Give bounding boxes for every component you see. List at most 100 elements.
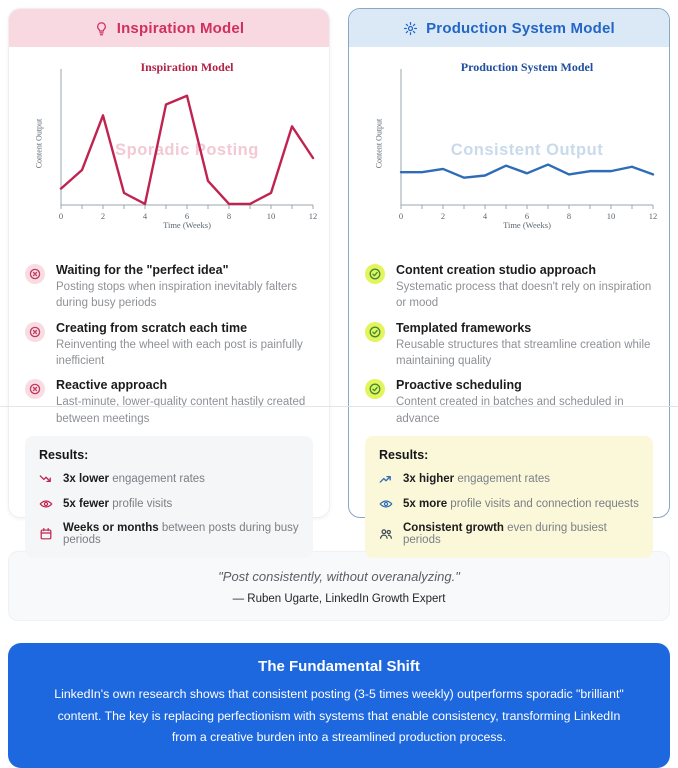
circle-check-icon [365, 264, 385, 284]
chart-watermark: Consistent Output [450, 141, 604, 159]
result-item: Weeks or months between posts during bus… [39, 522, 299, 546]
eye-icon [39, 497, 54, 512]
svg-text:10: 10 [267, 211, 276, 221]
circle-x-icon [25, 264, 45, 284]
production-line-chart: 0 2 4 6 8 10 12 [399, 69, 658, 221]
result-value: 5x fewer [63, 498, 110, 511]
result-desc: between posts during busy periods [63, 521, 299, 546]
svg-text:12: 12 [649, 211, 658, 221]
svg-text:4: 4 [143, 211, 148, 221]
result-text: 3x higher engagement rates [403, 473, 550, 485]
bullet-desc: Systematic process that doesn't rely on … [396, 281, 652, 310]
bullet-text: Proactive scheduling Content created in … [396, 378, 653, 427]
quote-text: "Post consistently, without overanalyzin… [218, 569, 460, 584]
quote-attribution: — Ruben Ugarte, LinkedIn Growth Expert [232, 593, 446, 605]
svg-text:8: 8 [227, 211, 231, 221]
chart-title: Production System Model [460, 60, 594, 74]
bullet-text: Content creation studio approach Systema… [396, 263, 653, 312]
bullet-text: Templated frameworks Reusable structures… [396, 321, 653, 370]
bullet-title: Content creation studio approach [396, 263, 597, 277]
bullet-title: Creating from scratch each time [56, 320, 248, 335]
results-heading: Results: [39, 447, 89, 462]
gear-icon [403, 21, 418, 36]
chart-title: Inspiration Model [140, 60, 234, 74]
list-item: Content creation studio approach Systema… [365, 263, 653, 312]
bullet-title: Templated frameworks [396, 320, 532, 335]
section-divider [0, 406, 678, 407]
result-item: 5x fewer profile visits [39, 497, 299, 512]
svg-text:10: 10 [607, 211, 616, 221]
circle-check-icon [365, 321, 385, 342]
production-chart-area: Production System Model Consistent Outpu… [361, 57, 661, 251]
list-item: Templated frameworks Reusable structures… [365, 321, 653, 370]
trending-up-icon [379, 472, 394, 487]
inspiration-bullets: Waiting for the "perfect idea" Posting s… [25, 263, 313, 436]
svg-text:8: 8 [567, 211, 571, 221]
bullet-text: Waiting for the "perfect idea" Posting s… [56, 263, 313, 312]
result-desc: even during busiest periods [403, 521, 607, 546]
banner-title: The Fundamental Shift [258, 658, 420, 675]
result-desc: profile visits [109, 498, 173, 511]
result-text: 3x lower engagement rates [63, 473, 205, 485]
result-value: 3x lower [63, 473, 110, 486]
svg-text:0: 0 [59, 211, 63, 221]
inspiration-chart-area: Inspiration Model Sporadic Posting Conte… [21, 57, 321, 251]
inspiration-results: Results: 3x lower engagement rates 5x fe… [25, 435, 313, 558]
svg-text:2: 2 [441, 211, 445, 221]
svg-text:6: 6 [185, 211, 189, 221]
eye-icon [379, 497, 394, 512]
chart-watermark: Sporadic Posting [115, 141, 259, 159]
production-panel: Production System Model Production Syste… [348, 8, 670, 558]
svg-text:12: 12 [309, 211, 318, 221]
svg-text:4: 4 [483, 211, 488, 221]
fundamental-shift-banner: The Fundamental Shift LinkedIn's own res… [8, 643, 670, 768]
result-text: 5x more profile visits and connection re… [403, 498, 639, 510]
trending-down-icon [39, 472, 54, 487]
result-value: 5x more [403, 498, 448, 511]
bullet-title: Waiting for the "perfect idea" [56, 263, 229, 277]
inspiration-title: Inspiration Model [116, 19, 245, 37]
production-bullets: Content creation studio approach Systema… [365, 263, 653, 436]
bullet-desc: Reinventing the wheel with each post is … [56, 338, 303, 367]
result-text: Consistent growth even during busiest pe… [403, 522, 639, 546]
result-value: Consistent growth [403, 521, 504, 534]
model-cards: Inspiration Model Inspiration Model Spor… [8, 8, 670, 558]
bullet-text: Creating from scratch each time Reinvent… [56, 321, 313, 370]
result-item: 5x more profile visits and connection re… [379, 497, 639, 512]
calendar-icon [39, 526, 54, 541]
bullet-title: Reactive approach [56, 378, 168, 393]
svg-text:6: 6 [525, 211, 529, 221]
list-item: Reactive approach Last-minute, lower-qua… [25, 378, 313, 427]
result-text: 5x fewer profile visits [63, 498, 172, 510]
lightbulb-icon [94, 21, 109, 36]
result-value: Weeks or months [63, 521, 159, 534]
inspiration-header: Inspiration Model [9, 9, 329, 47]
result-value: 3x higher [403, 473, 455, 486]
quote-box: "Post consistently, without overanalyzin… [8, 551, 670, 621]
bullet-title: Proactive scheduling [396, 378, 522, 393]
result-item: 3x lower engagement rates [39, 472, 299, 487]
inspiration-line-chart: 0 2 4 6 8 10 12 [59, 69, 318, 221]
circle-x-icon [25, 321, 45, 342]
result-item: 3x higher engagement rates [379, 472, 639, 487]
list-item: Proactive scheduling Content created in … [365, 378, 653, 427]
bullet-desc: Reusable structures that streamline crea… [396, 338, 651, 367]
chart-xlabel: Time (Weeks) [163, 220, 211, 230]
bullet-desc: Content created in batches and scheduled… [396, 396, 624, 425]
inspiration-panel: Inspiration Model Inspiration Model Spor… [8, 8, 330, 558]
production-title: Production System Model [426, 19, 615, 37]
circle-x-icon [25, 379, 45, 400]
results-heading: Results: [379, 447, 429, 462]
result-text: Weeks or months between posts during bus… [63, 522, 299, 546]
result-item: Consistent growth even during busiest pe… [379, 522, 639, 546]
svg-text:0: 0 [399, 211, 403, 221]
production-results: Results: 3x higher engagement rates 5x m… [365, 435, 653, 558]
result-desc: profile visits and connection requests [447, 498, 639, 511]
svg-text:2: 2 [101, 211, 105, 221]
result-desc: engagement rates [454, 473, 551, 486]
result-desc: engagement rates [109, 473, 205, 486]
chart-xlabel: Time (Weeks) [503, 220, 551, 230]
list-item: Waiting for the "perfect idea" Posting s… [25, 263, 313, 312]
production-header: Production System Model [349, 9, 669, 47]
